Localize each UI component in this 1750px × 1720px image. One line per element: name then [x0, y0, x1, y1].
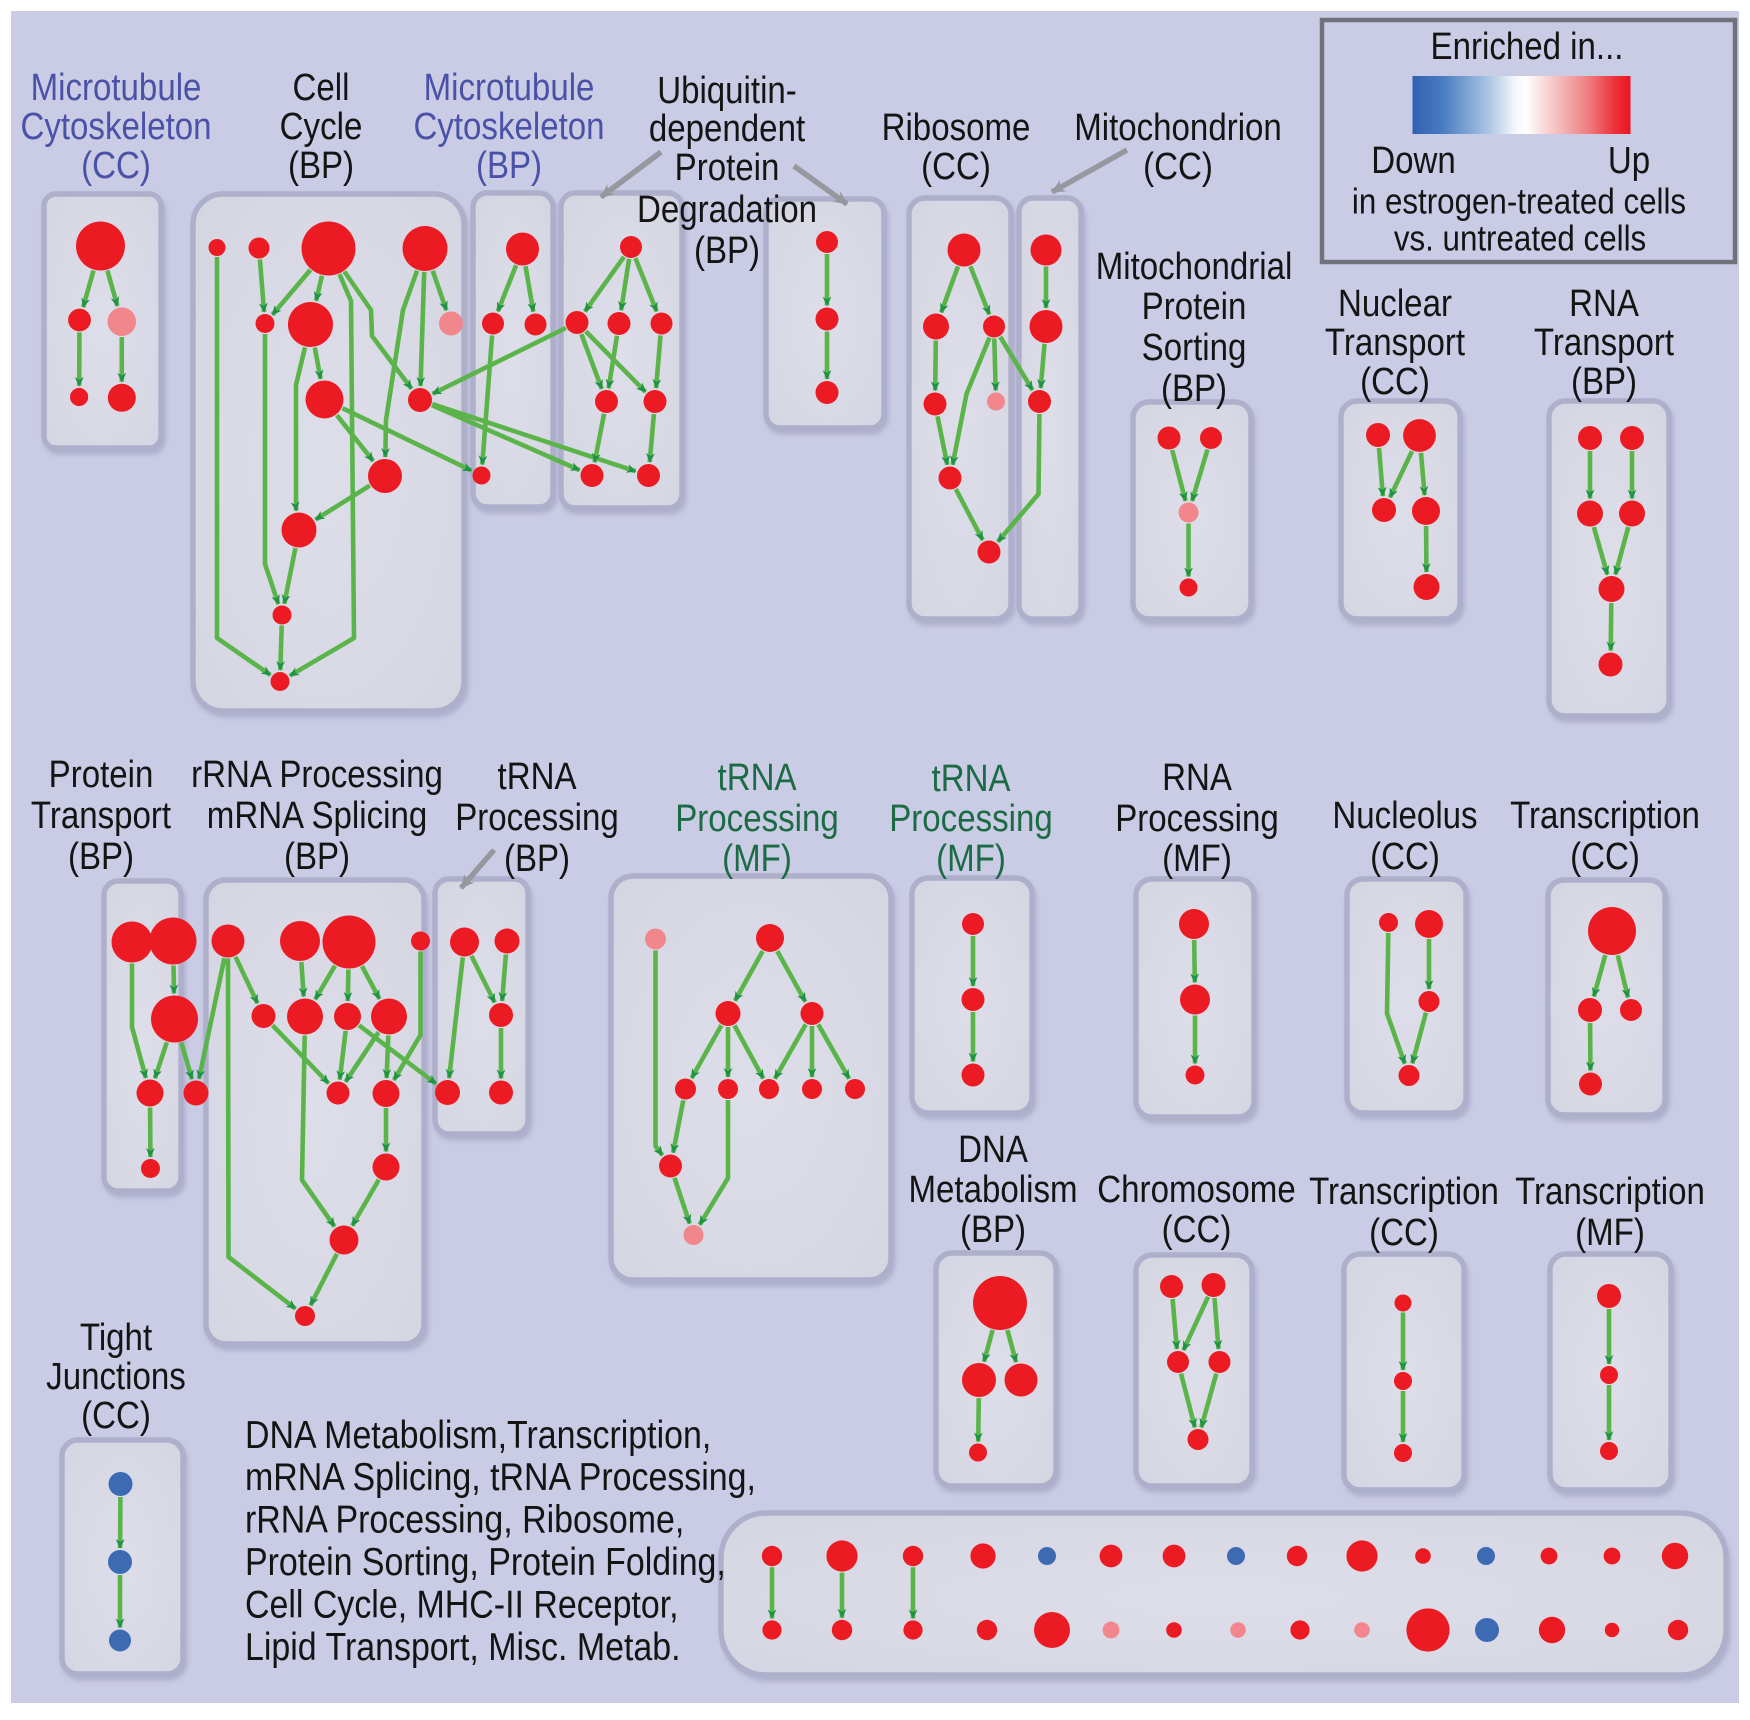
svg-text:Transport: Transport: [1534, 321, 1674, 364]
svg-text:Protein: Protein: [49, 753, 154, 796]
svg-text:rRNA Processing, Ribosome,: rRNA Processing, Ribosome,: [245, 1497, 684, 1541]
svg-text:(CC): (CC): [81, 1394, 151, 1437]
svg-text:(BP): (BP): [288, 144, 354, 187]
svg-text:(CC): (CC): [81, 144, 151, 187]
svg-text:(BP): (BP): [1571, 360, 1637, 403]
svg-text:Mitochondrion: Mitochondrion: [1074, 106, 1282, 149]
svg-text:(MF): (MF): [722, 837, 792, 880]
svg-text:(MF): (MF): [1162, 837, 1232, 880]
svg-text:Chromosome: Chromosome: [1097, 1168, 1295, 1211]
svg-text:DNA Metabolism,Transcription,: DNA Metabolism,Transcription,: [245, 1413, 711, 1457]
svg-text:Tight: Tight: [80, 1316, 152, 1359]
svg-text:Transport: Transport: [31, 794, 171, 837]
svg-text:mRNA Splicing: mRNA Splicing: [207, 794, 427, 837]
svg-text:(CC): (CC): [921, 145, 991, 188]
svg-text:Enriched in...: Enriched in...: [1431, 25, 1624, 68]
svg-text:Nucleolus: Nucleolus: [1332, 794, 1477, 837]
svg-text:Microtubule: Microtubule: [424, 66, 595, 109]
svg-text:Transcription: Transcription: [1309, 1170, 1499, 1213]
svg-text:(BP): (BP): [1161, 367, 1227, 410]
svg-text:Transcription: Transcription: [1510, 794, 1700, 837]
svg-text:tRNA: tRNA: [932, 757, 1011, 800]
svg-text:Metabolism: Metabolism: [908, 1168, 1077, 1211]
svg-text:Sorting: Sorting: [1142, 326, 1247, 369]
svg-text:rRNA Processing: rRNA Processing: [191, 753, 443, 796]
svg-text:Ribosome: Ribosome: [882, 106, 1031, 149]
svg-text:Mitochondrial: Mitochondrial: [1096, 245, 1293, 288]
svg-text:(CC): (CC): [1570, 835, 1640, 878]
svg-text:Cytoskeleton: Cytoskeleton: [413, 105, 604, 148]
svg-text:Lipid Transport, Misc. Metab.: Lipid Transport, Misc. Metab.: [245, 1625, 681, 1669]
svg-text:(CC): (CC): [1162, 1208, 1232, 1251]
svg-text:(BP): (BP): [694, 229, 760, 272]
svg-text:Processing: Processing: [455, 796, 619, 839]
svg-text:Down: Down: [1371, 139, 1456, 182]
svg-text:Processing: Processing: [675, 797, 839, 840]
svg-text:(CC): (CC): [1360, 360, 1430, 403]
svg-text:dependent: dependent: [649, 107, 805, 150]
svg-text:tRNA: tRNA: [498, 755, 577, 798]
svg-text:Cell: Cell: [293, 66, 350, 109]
svg-text:(CC): (CC): [1370, 835, 1440, 878]
svg-text:(CC): (CC): [1369, 1211, 1439, 1254]
svg-text:RNA: RNA: [1569, 282, 1639, 325]
svg-text:RNA: RNA: [1162, 756, 1232, 799]
svg-text:Degradation: Degradation: [637, 188, 817, 231]
svg-text:Transport: Transport: [1325, 321, 1465, 364]
svg-text:Cytoskeleton: Cytoskeleton: [20, 105, 211, 148]
svg-text:(BP): (BP): [284, 835, 350, 878]
svg-text:Ubiquitin-: Ubiquitin-: [657, 69, 797, 112]
svg-text:mRNA Splicing, tRNA Processing: mRNA Splicing, tRNA Processing,: [245, 1455, 756, 1499]
svg-text:Cycle: Cycle: [280, 105, 363, 148]
svg-text:Processing: Processing: [889, 797, 1053, 840]
svg-text:(BP): (BP): [68, 835, 134, 878]
svg-text:(BP): (BP): [504, 837, 570, 880]
svg-text:in estrogen-treated cells: in estrogen-treated cells: [1352, 182, 1686, 223]
svg-text:(BP): (BP): [960, 1208, 1026, 1251]
svg-text:Up: Up: [1608, 139, 1650, 182]
svg-text:Protein Sorting, Protein Foldi: Protein Sorting, Protein Folding,: [245, 1540, 726, 1584]
svg-text:Nuclear: Nuclear: [1338, 282, 1452, 325]
svg-text:Processing: Processing: [1115, 797, 1279, 840]
svg-text:(CC): (CC): [1143, 145, 1213, 188]
svg-text:Microtubule: Microtubule: [31, 66, 202, 109]
svg-text:Protein: Protein: [675, 146, 780, 189]
svg-text:Junctions: Junctions: [46, 1355, 186, 1398]
svg-text:(MF): (MF): [1575, 1211, 1645, 1254]
svg-text:Protein: Protein: [1142, 285, 1247, 328]
svg-text:tRNA: tRNA: [718, 756, 797, 799]
svg-text:Cell Cycle, MHC-II Receptor,: Cell Cycle, MHC-II Receptor,: [245, 1582, 679, 1626]
svg-text:Transcription: Transcription: [1515, 1170, 1705, 1213]
svg-text:(MF): (MF): [936, 837, 1006, 880]
svg-text:vs. untreated cells: vs. untreated cells: [1394, 219, 1646, 260]
svg-text:(BP): (BP): [476, 144, 542, 187]
svg-text:DNA: DNA: [958, 1128, 1028, 1171]
